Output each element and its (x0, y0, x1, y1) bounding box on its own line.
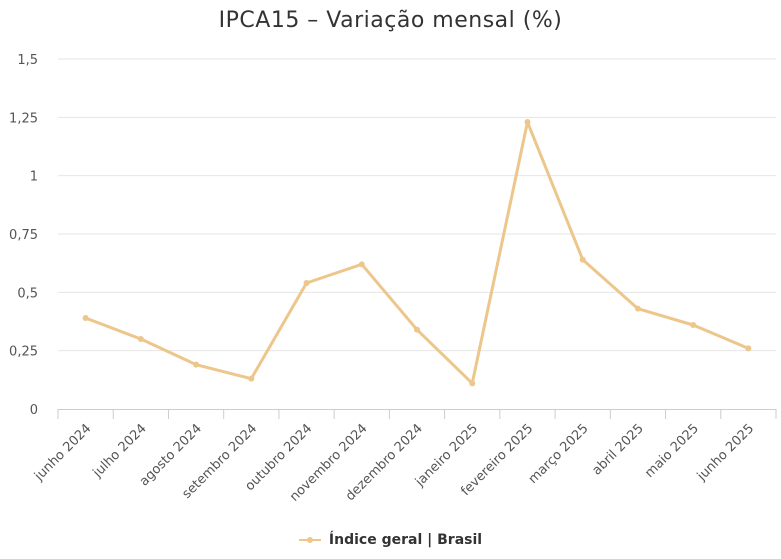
data-point[interactable] (690, 322, 697, 328)
data-point[interactable] (414, 326, 420, 333)
series-line (84, 120, 750, 385)
y-tick-label: 0,75 (9, 228, 38, 243)
x-tick-label: junho 2025 (694, 421, 757, 484)
y-tick-label: 0,5 (17, 286, 38, 301)
y-tick-labels: 0 0,25 0,5 0,75 1 1,25 1,5 (9, 53, 38, 418)
y-tick-label: 1 (30, 170, 38, 185)
data-point[interactable] (469, 380, 476, 387)
data-point[interactable] (634, 305, 641, 312)
y-tick-label: 1,25 (9, 111, 38, 126)
data-point[interactable] (82, 315, 89, 321)
legend-series-label: Índice geral | Brasil (328, 532, 483, 548)
data-point[interactable] (193, 361, 200, 368)
x-tick-label: maio 2025 (642, 421, 702, 481)
chart-title: IPCA15 – Variação mensal (%) (218, 8, 563, 33)
data-point[interactable] (137, 336, 144, 342)
data-point[interactable] (524, 119, 531, 125)
x-tick-label: julho 2024 (90, 421, 150, 481)
data-point[interactable] (358, 261, 365, 268)
legend[interactable]: Índice geral | Brasil (0, 532, 781, 548)
data-point[interactable] (303, 280, 310, 286)
series (82, 119, 752, 387)
data-point[interactable] (248, 375, 255, 382)
data-point[interactable] (745, 345, 752, 352)
axes (57, 409, 777, 419)
x-tick-label: março 2025 (526, 421, 592, 487)
data-point[interactable] (579, 256, 586, 263)
y-tick-label: 1,5 (17, 53, 38, 68)
y-tick-label: 0,25 (9, 345, 38, 360)
legend-series-icon (298, 534, 321, 546)
y-tick-label: 0 (30, 403, 38, 418)
x-tick-label: junho 2024 (31, 421, 94, 484)
gridlines (58, 58, 776, 352)
x-tick-label: abril 2025 (589, 421, 646, 478)
